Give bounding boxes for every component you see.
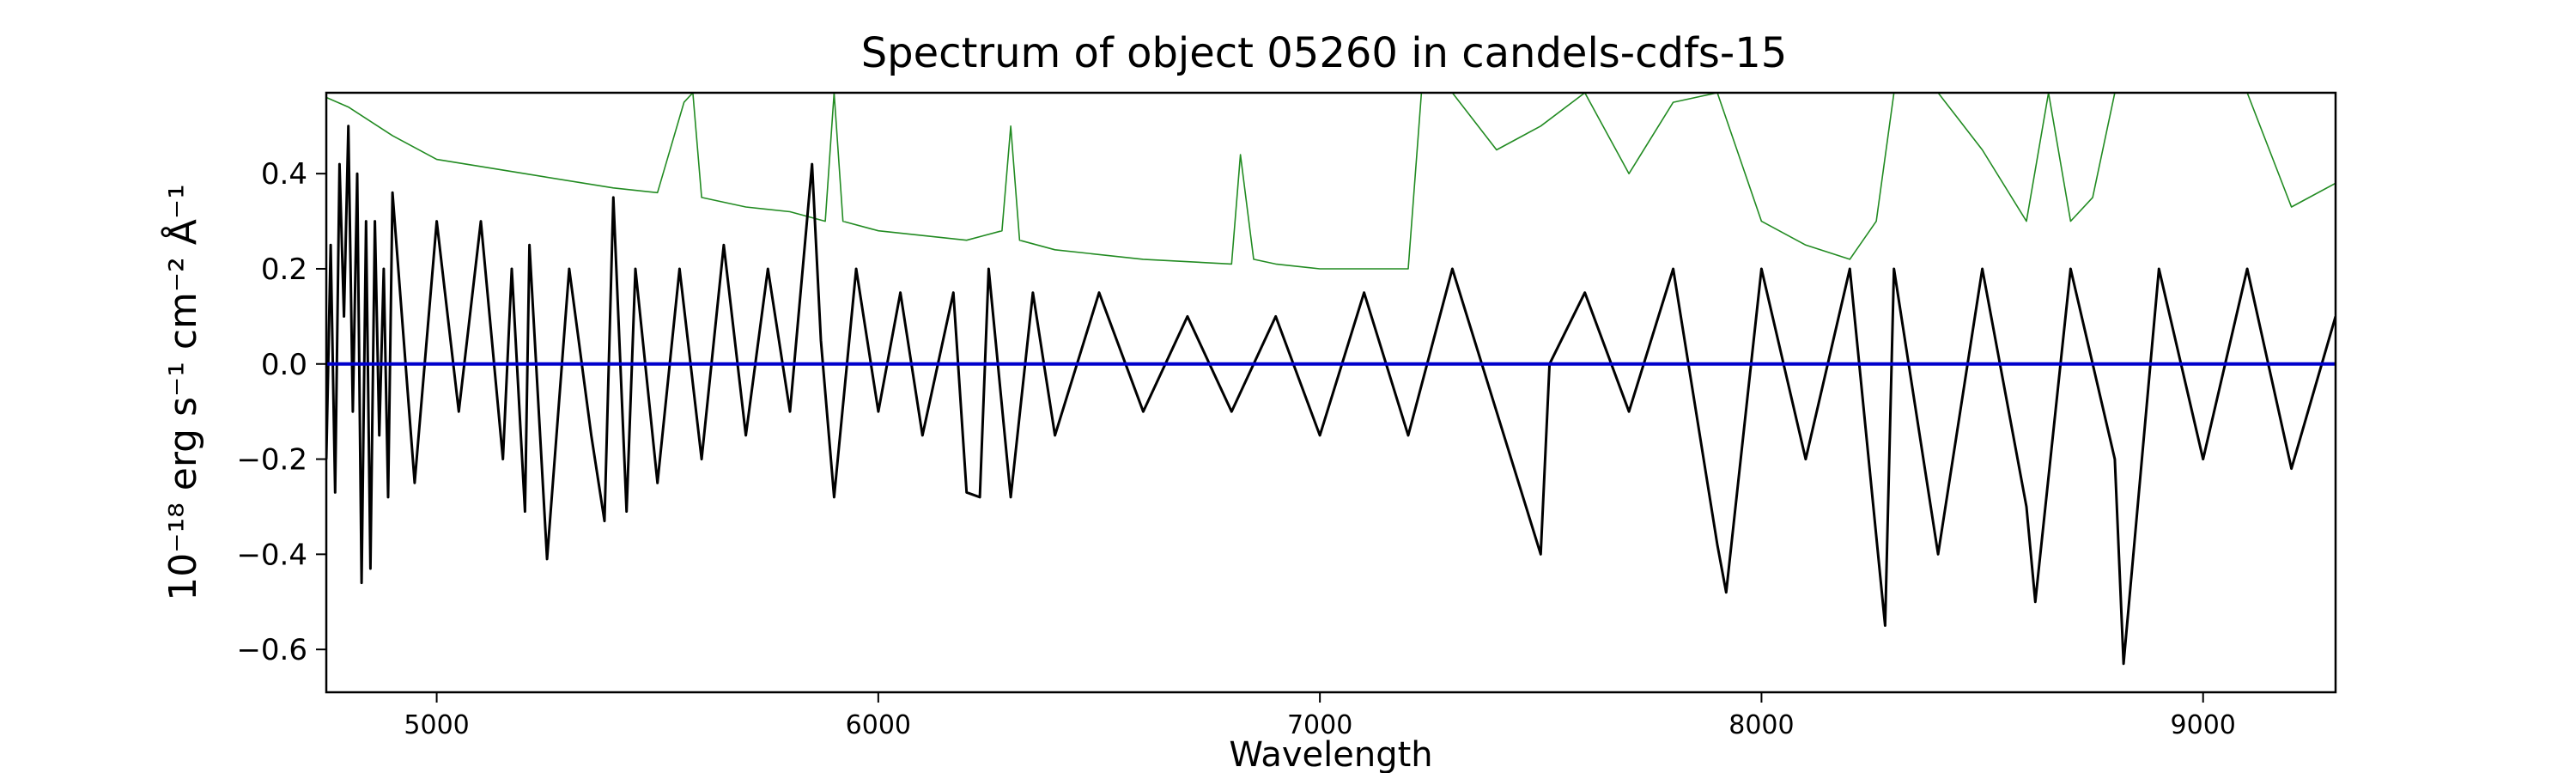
- x-tick-label: 8000: [1728, 710, 1794, 740]
- x-axis-label: Wavelength: [1229, 735, 1432, 773]
- x-tick-label: 5000: [404, 710, 469, 740]
- y-axis-label: 10⁻¹⁸ erg s⁻¹ cm⁻² Å⁻¹: [160, 184, 205, 600]
- y-tick-label: −0.6: [236, 633, 307, 667]
- y-tick-label: −0.2: [236, 443, 307, 478]
- y-tick-label: 0.2: [261, 253, 307, 287]
- x-tick-label: 6000: [846, 710, 911, 740]
- y-tick-label: 0.4: [261, 157, 307, 192]
- x-tick-label: 7000: [1287, 710, 1352, 740]
- chart-title: Spectrum of object 05260 in candels-cdfs…: [861, 29, 1788, 77]
- plot-frame: [325, 91, 2337, 694]
- y-tick-label: −0.4: [236, 538, 307, 572]
- error-series-line: [326, 93, 2336, 270]
- plot-area: [325, 91, 2337, 694]
- x-tick-label: 9000: [2171, 710, 2236, 740]
- flux-series-line: [326, 125, 2336, 666]
- y-axis: −0.6 −0.4 −0.2 0.0 0.2 0.4: [236, 157, 326, 667]
- y-tick-label: 0.0: [261, 348, 307, 382]
- x-axis: 5000 6000 7000 8000 9000: [404, 692, 2236, 740]
